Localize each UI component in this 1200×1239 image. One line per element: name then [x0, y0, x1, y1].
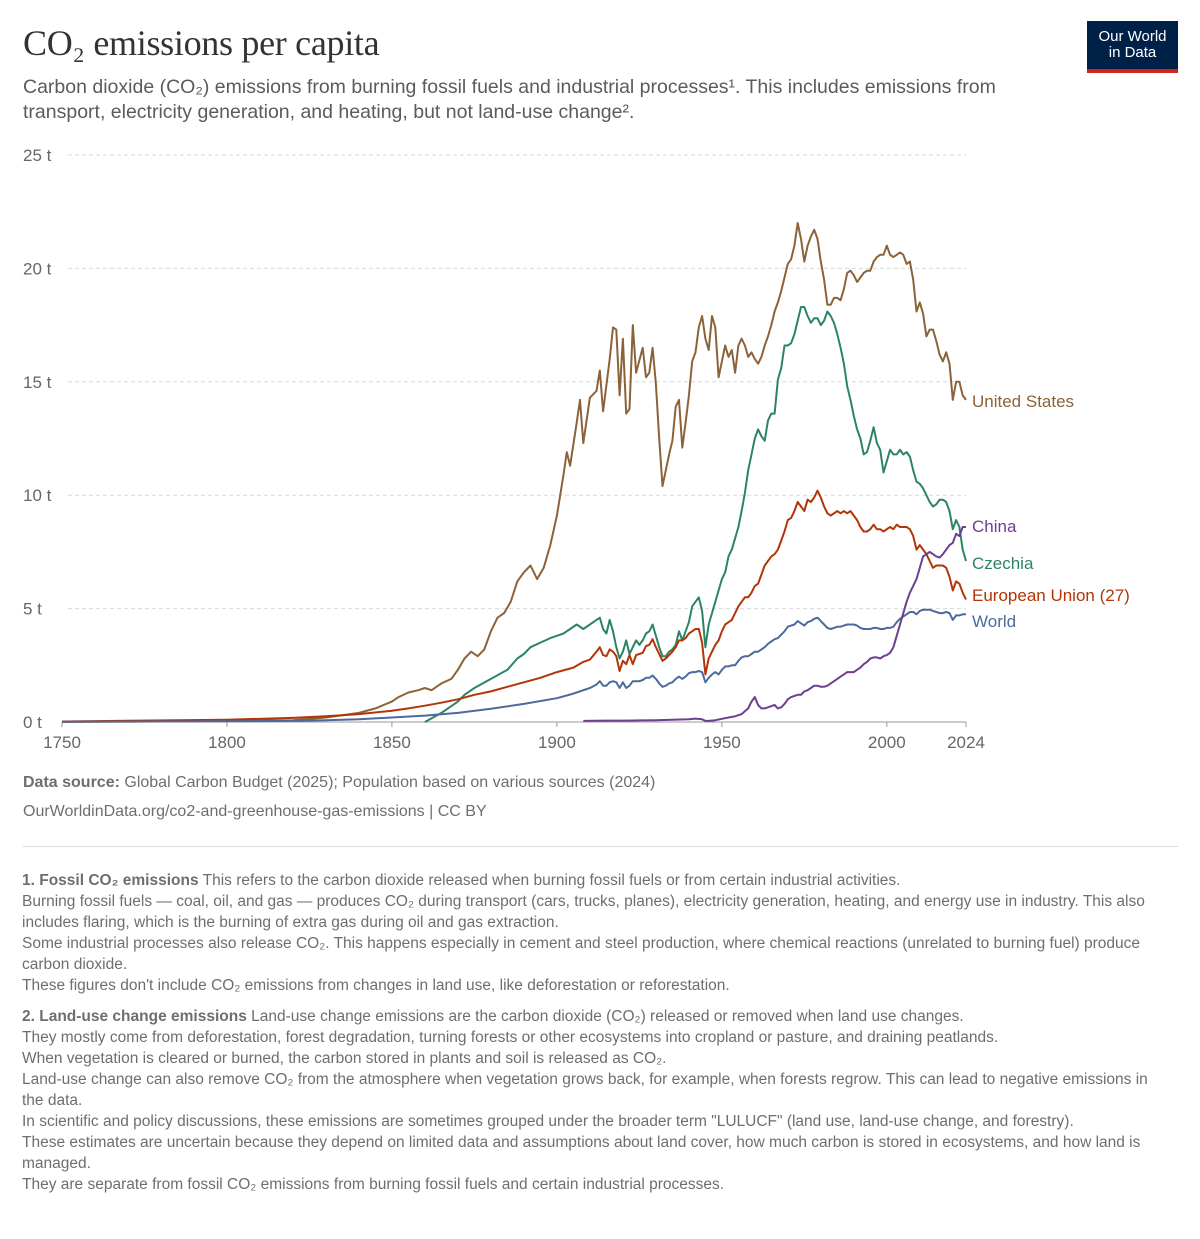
series-line-czechia [424, 306, 967, 723]
footnote-1-heading: 1. Fossil CO₂ emissions [22, 872, 199, 889]
series-label: China [972, 517, 1017, 536]
logo-line-1: Our World [1098, 28, 1167, 45]
footer-divider [23, 846, 1178, 847]
series-line-european-union-27- [61, 489, 967, 723]
footnotes: 1. Fossil CO₂ emissions This refers to t… [22, 870, 1162, 1205]
line-chart: 0 t 5 t 10 t 15 t 20 t 25 t 1750 1800 1850 1900 19… [23, 146, 1130, 752]
y-tick-label: 0 t [23, 713, 42, 732]
x-tick-label: 1950 [703, 733, 741, 752]
y-tick-label: 25 t [23, 146, 52, 165]
y-tick-label: 10 t [23, 486, 52, 505]
footnote-1-line-2: Burning fossil fuels — coal, oil, and ga… [22, 893, 1145, 931]
x-tick-label: 2000 [868, 733, 906, 752]
series-label: Czechia [972, 554, 1034, 573]
series-line-united-states [61, 222, 967, 723]
series-line-world [61, 608, 966, 723]
series-label: United States [972, 392, 1074, 411]
series-label: European Union (27) [972, 586, 1130, 605]
footnote-2-line-6: These estimates are uncertain because th… [22, 1134, 1141, 1172]
logo-line-2: in Data [1108, 44, 1157, 61]
x-tick-label: 1800 [208, 733, 246, 752]
footnote-2-line-7: They are separate from fossil CO₂ emissi… [22, 1176, 725, 1193]
footnote-2-heading: 2. Land-use change emissions [22, 1008, 247, 1025]
data-source-label: Data source: [23, 774, 120, 791]
y-tick-label: 20 t [23, 259, 52, 278]
footnote-2-line-1: Land-use change emissions are the carbon… [251, 1008, 964, 1025]
footnote-1-line-1: This refers to the carbon dioxide releas… [202, 872, 901, 889]
owid-logo[interactable]: Our World in Data [1087, 21, 1178, 73]
data-source: Data source: Global Carbon Budget (2025)… [23, 774, 655, 792]
footnote-2-line-2: They mostly come from deforestation, for… [22, 1029, 999, 1046]
footnote-1-line-3: Some industrial processes also release C… [22, 935, 1141, 973]
x-tick-label: 1750 [43, 733, 81, 752]
footnote-2-line-4: Land-use change can also remove CO₂ from… [22, 1071, 1148, 1109]
footnote-2-line-3: When vegetation is cleared or burned, th… [22, 1050, 667, 1067]
y-tick-label: 5 t [23, 600, 42, 619]
footnote-2: 2. Land-use change emissions Land-use ch… [22, 1006, 1162, 1195]
source-url[interactable]: OurWorldinData.org/co2-and-greenhouse-ga… [23, 803, 487, 820]
x-tick-label: 1900 [538, 733, 576, 752]
chart-title: CO₂ emissions per capita [23, 23, 380, 63]
x-tick-label: 1850 [373, 733, 411, 752]
data-source-text: Global Carbon Budget (2025); Population … [124, 774, 656, 791]
y-tick-label: 15 t [23, 373, 52, 392]
x-tick-label: 2024 [947, 733, 985, 752]
series-line-china [583, 526, 966, 722]
chart-subtitle: Carbon dioxide (CO₂) emissions from burn… [23, 76, 996, 123]
footnote-1-line-4: These figures don't include CO₂ emission… [22, 977, 730, 994]
footnote-1: 1. Fossil CO₂ emissions This refers to t… [22, 870, 1162, 996]
footnote-2-line-5: In scientific and policy discussions, th… [22, 1113, 1074, 1130]
series-label: World [972, 612, 1016, 631]
